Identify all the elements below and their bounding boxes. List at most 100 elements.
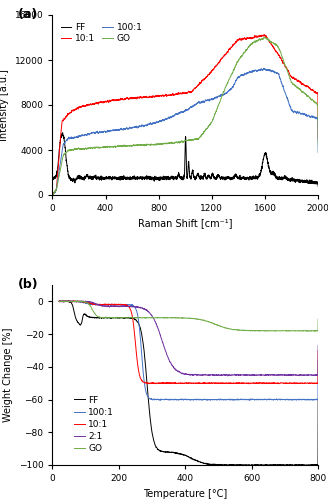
2:1 bbox=[156, 327, 160, 333]
Line: 10:1: 10:1 bbox=[52, 35, 318, 195]
FF bbox=[316, 184, 320, 190]
Y-axis label: Intensity [a.u.]: Intensity [a.u.] bbox=[0, 69, 9, 141]
FF bbox=[308, 178, 312, 184]
FF bbox=[61, 130, 65, 136]
FF bbox=[295, 176, 299, 182]
10:1 bbox=[168, 380, 172, 386]
FF bbox=[162, 175, 166, 181]
10:1 bbox=[295, 78, 299, 84]
100:1 bbox=[244, 71, 248, 77]
10:1 bbox=[164, 92, 168, 98]
Line: 10:1: 10:1 bbox=[59, 300, 318, 384]
10:1 bbox=[162, 93, 166, 99]
10:1 bbox=[316, 348, 320, 354]
GO bbox=[301, 328, 305, 334]
Line: 100:1: 100:1 bbox=[59, 301, 318, 400]
FF bbox=[87, 314, 91, 320]
100:1 bbox=[162, 118, 166, 124]
FF bbox=[316, 396, 320, 402]
Legend: FF, 100:1, 10:1, 2:1, GO: FF, 100:1, 10:1, 2:1, GO bbox=[70, 392, 118, 457]
2:1 bbox=[57, 298, 61, 304]
GO bbox=[311, 328, 315, 334]
FF bbox=[244, 174, 248, 180]
2:1 bbox=[75, 298, 79, 304]
FF bbox=[292, 462, 296, 468]
FF bbox=[57, 298, 61, 304]
10:1 bbox=[51, 192, 54, 198]
Line: GO: GO bbox=[52, 37, 318, 195]
GO bbox=[57, 298, 61, 304]
100:1 bbox=[87, 301, 91, 307]
100:1 bbox=[316, 150, 320, 156]
GO bbox=[156, 314, 160, 320]
100:1 bbox=[157, 398, 161, 404]
2:1 bbox=[102, 303, 106, 309]
100:1 bbox=[102, 302, 106, 308]
GO bbox=[168, 314, 172, 320]
100:1 bbox=[51, 192, 54, 198]
2:1 bbox=[226, 373, 230, 379]
100:1 bbox=[316, 358, 320, 364]
Line: FF: FF bbox=[59, 301, 318, 466]
100:1 bbox=[65, 298, 69, 304]
Legend: FF, 10:1, 100:1, GO: FF, 10:1, 100:1, GO bbox=[57, 20, 146, 47]
10:1 bbox=[87, 300, 91, 306]
2:1 bbox=[283, 372, 287, 378]
10:1 bbox=[102, 301, 106, 307]
FF bbox=[51, 180, 54, 186]
X-axis label: Raman Shift [cm⁻¹]: Raman Shift [cm⁻¹] bbox=[138, 218, 233, 228]
Line: GO: GO bbox=[59, 301, 318, 331]
100:1 bbox=[295, 110, 299, 116]
FF bbox=[168, 450, 172, 456]
10:1 bbox=[57, 298, 61, 304]
GO bbox=[102, 314, 106, 320]
10:1 bbox=[177, 90, 181, 96]
Y-axis label: Weight Change [%]: Weight Change [%] bbox=[3, 328, 13, 422]
GO bbox=[87, 301, 91, 307]
Text: (b): (b) bbox=[18, 278, 39, 291]
100:1 bbox=[311, 396, 315, 402]
FF bbox=[311, 462, 315, 468]
FF bbox=[102, 315, 106, 321]
10:1 bbox=[262, 32, 266, 38]
10:1 bbox=[51, 192, 54, 198]
Text: (a): (a) bbox=[18, 8, 38, 21]
10:1 bbox=[58, 298, 62, 304]
10:1 bbox=[247, 381, 251, 387]
10:1 bbox=[316, 136, 320, 142]
Line: 2:1: 2:1 bbox=[59, 301, 318, 376]
GO bbox=[177, 138, 181, 144]
100:1 bbox=[57, 298, 61, 304]
FF bbox=[156, 446, 160, 452]
GO bbox=[262, 34, 266, 40]
FF bbox=[64, 298, 68, 304]
X-axis label: Temperature [°C]: Temperature [°C] bbox=[143, 488, 227, 498]
100:1 bbox=[177, 110, 181, 116]
GO bbox=[316, 142, 320, 148]
10:1 bbox=[311, 380, 315, 386]
10:1 bbox=[283, 380, 287, 386]
FF bbox=[164, 176, 168, 182]
GO bbox=[79, 298, 83, 304]
Line: 100:1: 100:1 bbox=[52, 68, 318, 195]
GO bbox=[316, 316, 320, 322]
2:1 bbox=[316, 342, 320, 348]
100:1 bbox=[308, 114, 312, 120]
FF bbox=[283, 462, 287, 468]
10:1 bbox=[156, 380, 160, 386]
10:1 bbox=[308, 85, 312, 91]
2:1 bbox=[168, 358, 172, 364]
GO bbox=[51, 192, 54, 198]
100:1 bbox=[262, 65, 266, 71]
GO bbox=[308, 96, 312, 102]
Line: FF: FF bbox=[52, 132, 318, 186]
GO bbox=[162, 140, 166, 146]
FF bbox=[177, 171, 181, 177]
GO bbox=[283, 328, 287, 334]
100:1 bbox=[156, 396, 160, 402]
GO bbox=[164, 140, 168, 146]
GO bbox=[243, 48, 247, 54]
100:1 bbox=[51, 192, 55, 198]
2:1 bbox=[87, 299, 91, 305]
GO bbox=[295, 84, 299, 90]
